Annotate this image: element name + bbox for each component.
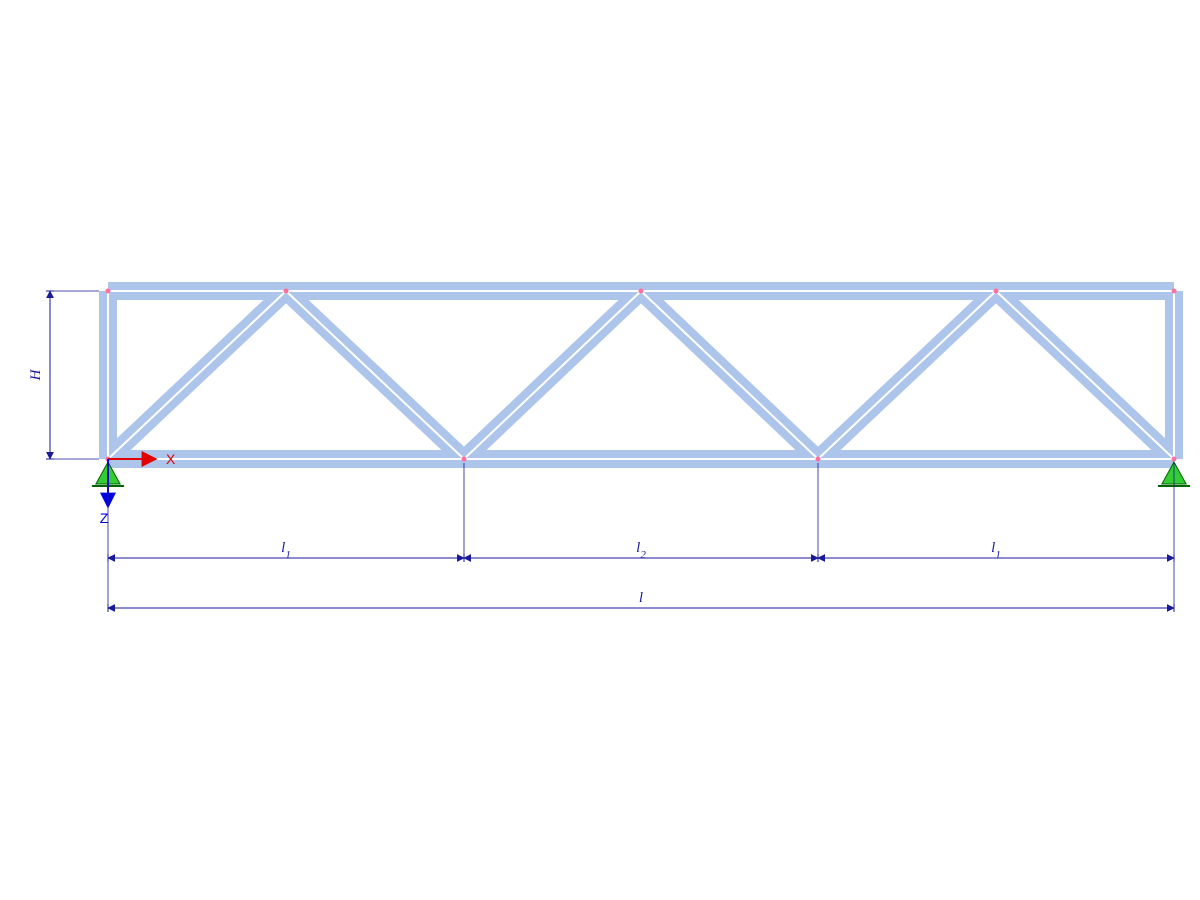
axis-z-label: Z <box>100 510 109 526</box>
truss-members <box>108 291 1174 459</box>
dimension-label: H <box>28 368 44 381</box>
axis-x-label: X <box>166 451 176 467</box>
dimension-label: l <box>639 590 643 606</box>
